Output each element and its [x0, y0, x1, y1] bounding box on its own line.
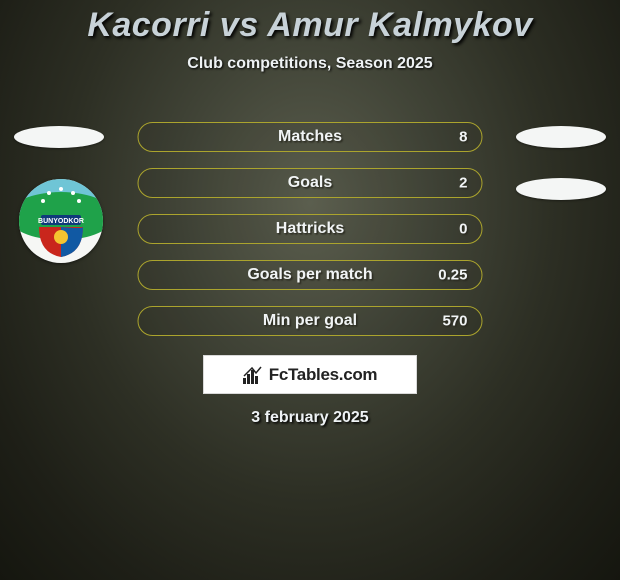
stat-value: 2 — [459, 175, 467, 192]
stats-list: Matches 8 Goals 2 Hattricks 0 Goals per … — [138, 122, 483, 352]
stat-value: 570 — [442, 313, 467, 330]
footer-logo-box: FcTables.com — [203, 355, 417, 394]
footer-logo-text: FcTables.com — [269, 365, 378, 385]
stat-bar-goals-per-match: Goals per match 0.25 — [138, 260, 483, 290]
stat-value: 8 — [459, 129, 467, 146]
stat-bar-hattricks: Hattricks 0 — [138, 214, 483, 244]
page-title: Kacorri vs Amur Kalmykov — [0, 0, 620, 45]
stat-value: 0.25 — [438, 267, 467, 284]
stat-label: Min per goal — [263, 312, 357, 330]
subtitle: Club competitions, Season 2025 — [0, 55, 620, 73]
right-flag-placeholder-1 — [516, 126, 606, 148]
stat-label: Goals per match — [247, 266, 372, 284]
stat-label: Hattricks — [276, 220, 344, 238]
left-flag-placeholder-1 — [14, 126, 104, 148]
club-name-text: BUNYODKOR — [38, 218, 84, 225]
club-logo: BUNYODKOR — [19, 179, 103, 263]
bar-chart-icon — [243, 366, 263, 384]
right-flag-placeholder-2 — [516, 178, 606, 200]
stat-label: Matches — [278, 128, 342, 146]
stat-bar-goals: Goals 2 — [138, 168, 483, 198]
date-text: 3 february 2025 — [0, 409, 620, 427]
stat-bar-min-per-goal: Min per goal 570 — [138, 306, 483, 336]
stat-bar-matches: Matches 8 — [138, 122, 483, 152]
stat-value: 0 — [459, 221, 467, 238]
stat-label: Goals — [288, 174, 332, 192]
